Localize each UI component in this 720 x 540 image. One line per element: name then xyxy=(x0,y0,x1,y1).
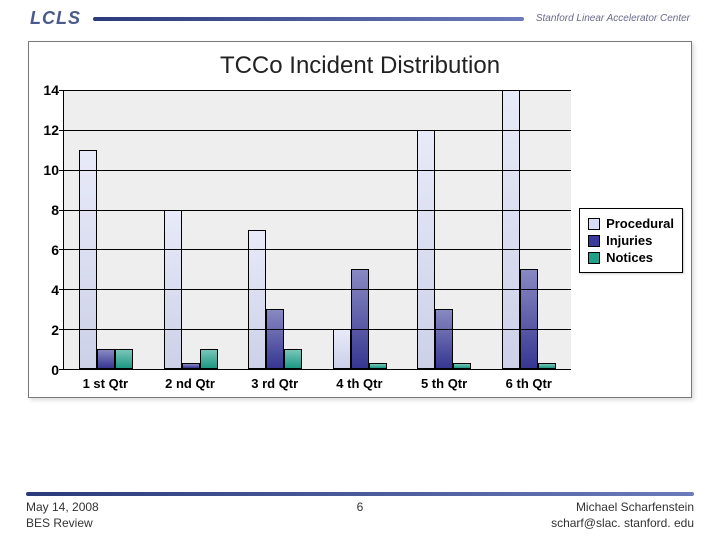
bar xyxy=(351,269,369,369)
footer-divider xyxy=(26,492,694,496)
y-tick-mark xyxy=(59,329,64,330)
chart-title: TCCo Incident Distribution xyxy=(35,52,685,80)
footer-email: scharf@slac. stanford. edu xyxy=(363,516,694,530)
y-tick-label: 4 xyxy=(51,282,59,298)
bar xyxy=(200,349,218,369)
legend-swatch xyxy=(588,218,600,230)
bar xyxy=(266,309,284,369)
bar xyxy=(538,363,556,369)
x-axis-label: 4 th Qtr xyxy=(317,370,402,391)
bar xyxy=(248,230,266,370)
plot-wrap: 02468101214 1 st Qtr2 nd Qtr3 rd Qtr4 th… xyxy=(35,90,571,391)
header-divider xyxy=(93,17,524,21)
legend-row: Notices xyxy=(588,249,674,266)
bar-group xyxy=(318,90,403,369)
bar xyxy=(369,363,387,369)
legend-row: Injuries xyxy=(588,232,674,249)
gridline xyxy=(64,90,571,91)
bar xyxy=(79,150,97,369)
bar xyxy=(435,309,453,369)
legend: Procedural Injuries Notices xyxy=(579,208,683,273)
bar-group xyxy=(64,90,149,369)
y-tick-label: 2 xyxy=(51,322,59,338)
y-tick-label: 10 xyxy=(43,162,59,178)
legend-row: Procedural xyxy=(588,215,674,232)
y-tick-mark xyxy=(59,289,64,290)
y-tick-label: 0 xyxy=(51,362,59,378)
plot: 02468101214 xyxy=(35,90,571,370)
y-tick-mark xyxy=(59,249,64,250)
bar xyxy=(520,269,538,369)
slide-footer: May 14, 2008 6 Michael Scharfenstein BES… xyxy=(0,486,720,540)
bar xyxy=(502,90,520,369)
gridline xyxy=(64,210,571,211)
y-tick-mark xyxy=(59,170,64,171)
bar xyxy=(97,349,115,369)
bar-group xyxy=(233,90,318,369)
legend-label: Notices xyxy=(606,250,653,265)
bar xyxy=(284,349,302,369)
bar-groups xyxy=(64,90,571,369)
legend-swatch xyxy=(588,235,600,247)
slide-header: LCLS Stanford Linear Accelerator Center xyxy=(0,0,720,29)
chart-container: TCCo Incident Distribution 0 2 4 6 8 10 12 14 1… xyxy=(28,41,692,398)
legend-swatch xyxy=(588,252,600,264)
footer-spacer xyxy=(357,516,364,530)
bar-group xyxy=(487,90,572,369)
footer-page-number: 6 xyxy=(357,500,364,514)
y-tick-mark xyxy=(59,90,64,91)
y-tick-label: 14 xyxy=(43,82,59,98)
plot-area xyxy=(63,90,571,370)
gridline xyxy=(64,329,571,330)
header-org-text: Stanford Linear Accelerator Center xyxy=(536,13,690,24)
y-axis: 02468101214 xyxy=(35,90,63,370)
gridline xyxy=(64,130,571,131)
x-axis-label: 2 nd Qtr xyxy=(148,370,233,391)
y-tick-label: 12 xyxy=(43,122,59,138)
y-tick-mark xyxy=(59,369,64,370)
x-axis-label: 5 th Qtr xyxy=(402,370,487,391)
x-axis-label: 3 rd Qtr xyxy=(232,370,317,391)
bar xyxy=(333,329,351,369)
legend-label: Procedural xyxy=(606,216,674,231)
x-axis-labels: 1 st Qtr2 nd Qtr3 rd Qtr4 th Qtr5 th Qtr… xyxy=(63,370,571,391)
y-tick-mark xyxy=(59,130,64,131)
logo-text: LCLS xyxy=(30,8,81,29)
bar xyxy=(182,363,200,369)
footer-date: May 14, 2008 xyxy=(26,500,357,514)
y-tick-label: 8 xyxy=(51,202,59,218)
chart-body: 02468101214 1 st Qtr2 nd Qtr3 rd Qtr4 th… xyxy=(35,90,685,391)
footer-author: Michael Scharfenstein xyxy=(363,500,694,514)
x-axis-label: 1 st Qtr xyxy=(63,370,148,391)
legend-label: Injuries xyxy=(606,233,652,248)
gridline xyxy=(64,249,571,250)
y-tick-label: 6 xyxy=(51,242,59,258)
bar-group xyxy=(149,90,234,369)
bar xyxy=(115,349,133,369)
gridline xyxy=(64,170,571,171)
y-tick-mark xyxy=(59,210,64,211)
bar xyxy=(453,363,471,369)
x-axis-label: 6 th Qtr xyxy=(486,370,571,391)
footer-review: BES Review xyxy=(26,516,357,530)
gridline xyxy=(64,289,571,290)
bar-group xyxy=(402,90,487,369)
